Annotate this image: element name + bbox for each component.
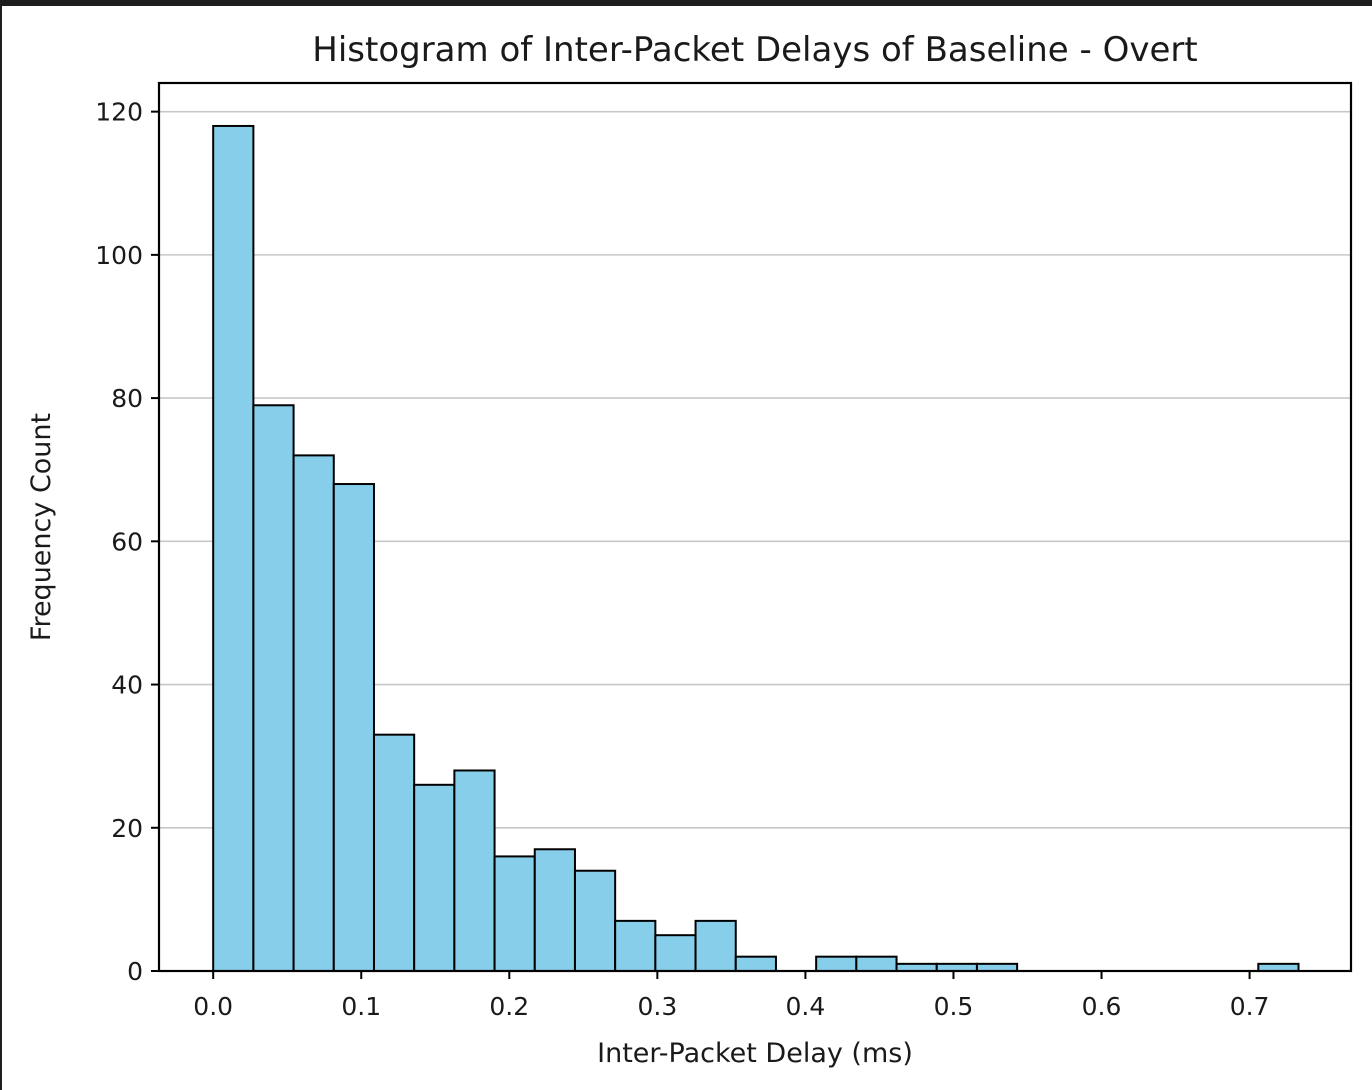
histogram-bar [573, 869, 617, 973]
histogram-bar [855, 955, 898, 973]
axes-frame [157, 81, 1353, 973]
y-tick-label: 60 [111, 527, 143, 556]
histogram-bar [694, 919, 737, 973]
y-tick-label: 100 [95, 241, 143, 270]
x-tick-label: 0.1 [341, 992, 381, 1021]
histogram-bar [413, 783, 456, 972]
y-tick-label: 40 [111, 671, 143, 700]
y-axis-label: Frequency Count [26, 413, 57, 641]
y-tick-label: 120 [95, 98, 143, 127]
histogram-bar [815, 955, 858, 973]
histogram-bar [533, 848, 576, 972]
histogram-bar [734, 955, 777, 973]
x-tick-label: 0.3 [637, 992, 677, 1021]
histogram-bar [212, 124, 255, 973]
axis-ticks: 0.0 0.1 0.2 0.3 0.4 0.5 0.6 0.7 0 20 40 60 80 100 120 [95, 98, 1269, 1021]
x-tick-label: 0.0 [193, 992, 233, 1021]
histogram-bar [654, 934, 697, 972]
histogram-bars [212, 124, 1300, 973]
chart-title: Histogram of Inter-Packet Delays of Base… [312, 30, 1197, 70]
x-tick-label: 0.4 [786, 992, 826, 1021]
y-tick-label: 0 [127, 957, 143, 986]
x-axis-label: Inter-Packet Delay (ms) [597, 1038, 913, 1069]
x-tick-label: 0.6 [1082, 992, 1122, 1021]
y-tick-label: 80 [111, 384, 143, 413]
histogram-bar [493, 855, 536, 973]
histogram-bar [292, 454, 335, 972]
histogram-bar [332, 483, 375, 972]
y-tick-label: 20 [111, 814, 143, 843]
x-tick-label: 0.5 [934, 992, 974, 1021]
histogram-bar [614, 919, 657, 973]
x-tick-label: 0.7 [1230, 992, 1270, 1021]
histogram-bar [372, 733, 416, 973]
x-tick-label: 0.2 [489, 992, 529, 1021]
histogram-chart: 0.0 0.1 0.2 0.3 0.4 0.5 0.6 0.7020406080100120 … [26, 30, 1353, 1069]
histogram-bar [453, 769, 496, 973]
histogram-bar [252, 404, 295, 972]
